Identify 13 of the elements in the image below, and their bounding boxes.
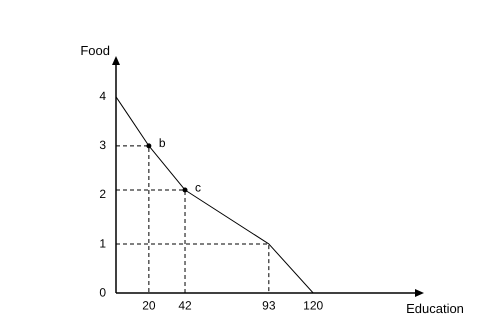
y-tick-label: 0 [99,285,106,300]
y-tick-label: 2 [99,187,106,202]
x-tick-label: 93 [262,298,276,313]
data-label: c [195,180,202,194]
y-tick-label: 1 [99,236,106,250]
y-axis-title: Food [80,43,110,58]
data-label: b [158,136,166,150]
x-tick-label: 120 [303,298,324,313]
y-tick-label: 3 [99,138,106,152]
x-tick-label: 20 [142,298,156,313]
y-tick-label: 4 [99,89,106,104]
x-axis-title: Education [406,301,464,316]
x-tick-label: 42 [178,298,192,313]
